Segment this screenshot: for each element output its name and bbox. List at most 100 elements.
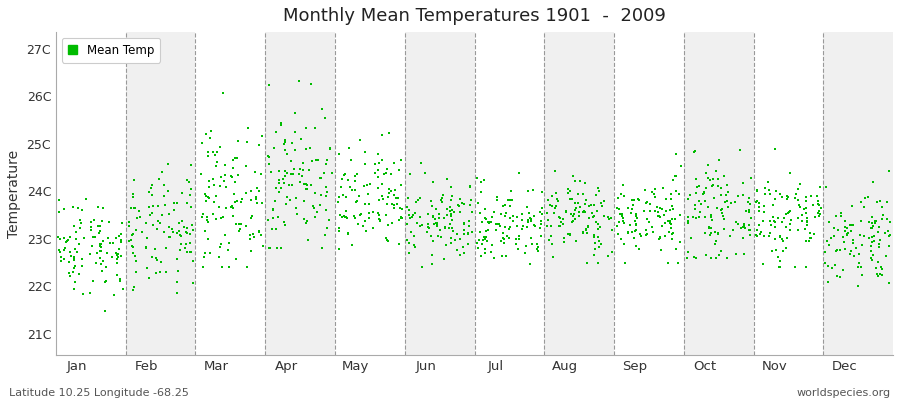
Point	[688, 148, 702, 154]
Point	[544, 193, 559, 199]
Point	[111, 251, 125, 258]
Point	[132, 208, 147, 214]
Point	[434, 197, 448, 203]
Point	[462, 223, 476, 229]
Point	[502, 226, 517, 232]
Point	[289, 205, 303, 211]
Point	[643, 200, 657, 207]
Point	[244, 197, 258, 204]
Point	[873, 198, 887, 205]
Point	[581, 223, 596, 230]
Point	[166, 200, 181, 206]
Point	[384, 188, 399, 194]
Bar	[544, 32, 614, 355]
Point	[145, 254, 159, 260]
Point	[756, 261, 770, 267]
Point	[590, 208, 604, 214]
Point	[670, 259, 685, 266]
Point	[337, 172, 351, 178]
Point	[481, 219, 495, 225]
Point	[865, 234, 879, 240]
Point	[592, 188, 607, 194]
Point	[632, 245, 646, 252]
Point	[737, 223, 751, 229]
Point	[283, 197, 297, 203]
Point	[74, 220, 88, 226]
Point	[322, 146, 337, 152]
Point	[391, 200, 405, 207]
Point	[448, 237, 463, 243]
Point	[545, 203, 560, 210]
Point	[776, 238, 790, 244]
Point	[687, 214, 701, 220]
Point	[766, 214, 780, 220]
Point	[789, 190, 804, 197]
Point	[689, 184, 704, 190]
Point	[544, 223, 558, 229]
Point	[161, 160, 176, 167]
Point	[216, 213, 230, 220]
Point	[229, 221, 243, 228]
Point	[814, 204, 828, 211]
Point	[666, 206, 680, 212]
Point	[456, 244, 471, 250]
Point	[799, 194, 814, 201]
Point	[319, 161, 333, 168]
Point	[206, 199, 220, 206]
Point	[88, 234, 103, 240]
Point	[782, 207, 796, 214]
Point	[94, 244, 108, 250]
Point	[563, 211, 578, 217]
Point	[368, 161, 382, 168]
Point	[509, 214, 524, 220]
Point	[625, 229, 639, 236]
Point	[53, 248, 68, 255]
Point	[811, 200, 825, 207]
Point	[851, 260, 866, 266]
Point	[393, 156, 408, 163]
Point	[712, 251, 726, 258]
Point	[424, 198, 438, 204]
Point	[145, 182, 159, 188]
Point	[696, 190, 710, 197]
Point	[681, 249, 696, 255]
Point	[185, 222, 200, 228]
Point	[483, 218, 498, 225]
Point	[278, 168, 293, 174]
Point	[849, 245, 863, 252]
Point	[93, 230, 107, 236]
Point	[882, 280, 896, 286]
Point	[633, 231, 647, 237]
Point	[94, 222, 108, 229]
Point	[93, 248, 107, 255]
Point	[669, 245, 683, 252]
Point	[207, 152, 221, 158]
Point	[292, 179, 307, 185]
Point	[407, 233, 421, 239]
Point	[841, 231, 855, 237]
Point	[580, 224, 595, 230]
Point	[387, 160, 401, 166]
Point	[689, 214, 704, 221]
Point	[611, 231, 625, 237]
Point	[338, 208, 353, 214]
Point	[852, 232, 867, 239]
Bar	[753, 32, 824, 355]
Point	[222, 264, 237, 270]
Point	[373, 218, 387, 224]
Point	[371, 174, 385, 180]
Point	[533, 209, 547, 215]
Point	[394, 215, 409, 222]
Point	[587, 213, 601, 219]
Point	[91, 223, 105, 229]
Point	[506, 218, 520, 224]
Point	[229, 255, 243, 262]
Point	[837, 239, 851, 246]
Bar	[195, 32, 266, 355]
Point	[165, 226, 179, 232]
Point	[155, 212, 169, 218]
Point	[627, 228, 642, 234]
Point	[610, 223, 625, 229]
Point	[799, 210, 814, 216]
Point	[612, 206, 626, 212]
